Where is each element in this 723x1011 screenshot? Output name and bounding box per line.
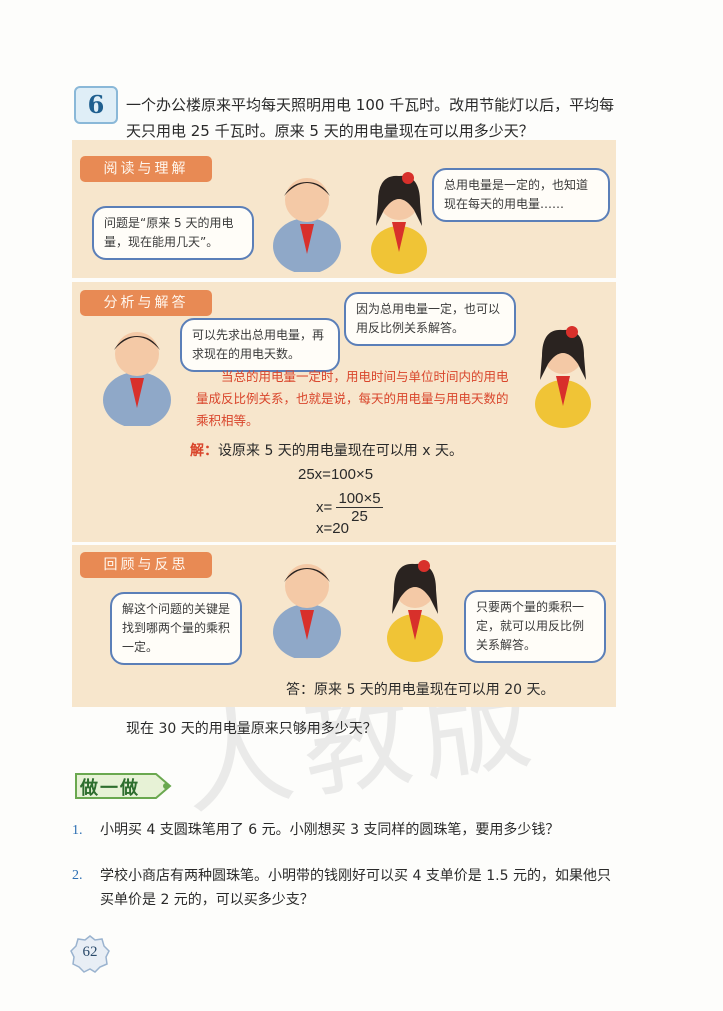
do-it-label: 做一做 — [80, 778, 140, 799]
girl-speech-bubble-2: 因为总用电量一定，也可以用反比例关系解答。 — [344, 292, 516, 346]
exercise-item: 2. 学校小商店有两种圆珠笔。小明带的钱刚好可以买 4 支单价是 1.5 元的，如… — [72, 864, 632, 912]
equation-3: x=20 — [316, 520, 349, 537]
girl-illustration — [364, 166, 434, 274]
section-label-review: 回顾与反思 — [80, 552, 212, 578]
boy-speech-bubble-2: 可以先求出总用电量，再求现在的用电天数。 — [180, 318, 340, 372]
problem-statement: 一个办公楼原来平均每天照明用电 100 千瓦时。改用节能灯以后，平均每天只用电 … — [126, 96, 615, 140]
problem-number-badge: 6 — [74, 86, 118, 124]
girl-speech-bubble-1: 总用电量是一定的，也知道现在每天的用电量…… — [432, 168, 610, 222]
page-number-badge: 62 — [70, 934, 110, 974]
exercise-item: 1. 小明买 4 支圆珠笔用了 6 元。小刚想买 3 支同样的圆珠笔，要用多少钱？ — [72, 818, 632, 842]
section-label-reading: 阅读与理解 — [80, 156, 212, 182]
equation-1: 25x=100×5 — [298, 466, 374, 483]
girl-illustration — [528, 320, 598, 428]
girl-speech-bubble-3: 只要两个量的乘积一定，就可以用反比例关系解答。 — [464, 590, 606, 663]
follow-up-question: 现在 30 天的用电量原来只够用多少天？ — [126, 721, 377, 737]
exercise-text: 学校小商店有两种圆珠笔。小明带的钱刚好可以买 4 支单价是 1.5 元的，如果他… — [100, 868, 611, 908]
boy-illustration — [92, 322, 182, 428]
solution-setup: 设原来 5 天的用电量现在可以用 x 天。 — [218, 443, 463, 459]
page-number: 62 — [82, 944, 98, 960]
key-concept-note: 当总的用电量一定时，用电时间与单位时间内的用电量成反比例关系，也就是说，每天的用… — [196, 369, 509, 428]
fraction-numerator: 100×5 — [336, 490, 383, 508]
boy-illustration — [262, 554, 352, 660]
do-it-badge: 做一做 — [72, 770, 176, 802]
exercise-number: 1. — [72, 823, 83, 838]
boy-speech-bubble-1: 问题是“原来 5 天的用电量，现在能用几天”。 — [92, 206, 254, 260]
equation-2: x= 100×5 25 — [316, 490, 383, 525]
boy-speech-bubble-3: 解这个问题的关键是找到哪两个量的乘积一定。 — [110, 592, 242, 665]
boy-illustration — [262, 168, 352, 274]
exercise-text: 小明买 4 支圆珠笔用了 6 元。小刚想买 3 支同样的圆珠笔，要用多少钱？ — [100, 822, 560, 838]
solution-key: 解： — [190, 443, 218, 459]
section-label-analysis: 分析与解答 — [80, 290, 212, 316]
fraction-denominator: 25 — [351, 508, 368, 525]
exercise-number: 2. — [72, 868, 83, 883]
equation-2-lhs: x= — [316, 499, 333, 516]
answer-line: 答：原来 5 天的用电量现在可以用 20 天。 — [286, 682, 555, 698]
solution-line: 解：设原来 5 天的用电量现在可以用 x 天。 — [190, 440, 463, 460]
girl-illustration — [380, 554, 450, 662]
